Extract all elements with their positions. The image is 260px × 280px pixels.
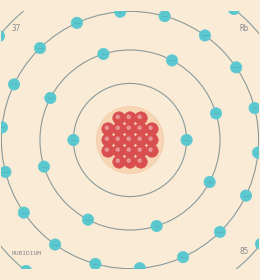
- Circle shape: [214, 226, 226, 238]
- Circle shape: [124, 155, 136, 168]
- Circle shape: [138, 126, 141, 129]
- Circle shape: [116, 115, 119, 118]
- Circle shape: [127, 126, 130, 129]
- Circle shape: [90, 258, 101, 270]
- Circle shape: [252, 147, 260, 158]
- Circle shape: [114, 6, 126, 17]
- Circle shape: [149, 126, 152, 129]
- Circle shape: [18, 207, 30, 218]
- Circle shape: [102, 134, 115, 146]
- Circle shape: [113, 134, 126, 146]
- Circle shape: [124, 112, 136, 125]
- Circle shape: [127, 115, 130, 118]
- Circle shape: [82, 214, 94, 225]
- Circle shape: [38, 161, 50, 172]
- Circle shape: [127, 137, 130, 140]
- Circle shape: [124, 144, 136, 157]
- Circle shape: [138, 148, 141, 151]
- Circle shape: [45, 92, 56, 104]
- Circle shape: [0, 166, 11, 178]
- Circle shape: [113, 123, 126, 136]
- Circle shape: [105, 148, 108, 151]
- Circle shape: [255, 238, 260, 249]
- Text: 37: 37: [12, 24, 21, 33]
- Circle shape: [134, 144, 147, 157]
- Circle shape: [49, 239, 61, 250]
- Circle shape: [0, 122, 8, 133]
- Circle shape: [116, 159, 119, 162]
- Circle shape: [116, 148, 119, 151]
- Circle shape: [204, 176, 215, 188]
- Circle shape: [199, 30, 211, 41]
- Circle shape: [113, 144, 126, 157]
- Circle shape: [145, 134, 158, 146]
- Circle shape: [149, 137, 152, 140]
- Circle shape: [228, 3, 239, 15]
- Text: 85: 85: [239, 247, 248, 256]
- Circle shape: [127, 159, 130, 162]
- Circle shape: [134, 134, 147, 146]
- Circle shape: [113, 155, 126, 168]
- Circle shape: [116, 126, 119, 129]
- Circle shape: [249, 102, 260, 114]
- Circle shape: [134, 155, 147, 168]
- Circle shape: [177, 251, 189, 263]
- Circle shape: [124, 134, 136, 146]
- Circle shape: [96, 107, 164, 173]
- Circle shape: [71, 17, 83, 29]
- Circle shape: [149, 148, 152, 151]
- Circle shape: [102, 123, 115, 136]
- Circle shape: [113, 112, 126, 125]
- Circle shape: [210, 108, 222, 119]
- Circle shape: [138, 115, 141, 118]
- Circle shape: [98, 48, 109, 60]
- Circle shape: [8, 79, 20, 90]
- Circle shape: [68, 134, 79, 146]
- Circle shape: [127, 148, 130, 151]
- Circle shape: [105, 126, 108, 129]
- Circle shape: [151, 220, 162, 232]
- Circle shape: [159, 10, 170, 22]
- Circle shape: [240, 190, 252, 201]
- Text: RUBIDIUM: RUBIDIUM: [12, 251, 42, 256]
- Circle shape: [124, 123, 136, 136]
- Circle shape: [116, 137, 119, 140]
- Text: Rb: Rb: [239, 24, 248, 33]
- Circle shape: [181, 134, 192, 146]
- Circle shape: [138, 137, 141, 140]
- Circle shape: [138, 159, 141, 162]
- Circle shape: [102, 144, 115, 157]
- Circle shape: [134, 123, 147, 136]
- Circle shape: [145, 144, 158, 157]
- Circle shape: [134, 263, 146, 274]
- Circle shape: [134, 112, 147, 125]
- Circle shape: [34, 42, 46, 54]
- Circle shape: [230, 62, 242, 73]
- Circle shape: [0, 31, 5, 42]
- Circle shape: [105, 137, 108, 140]
- Circle shape: [21, 265, 32, 277]
- Circle shape: [166, 55, 178, 66]
- Circle shape: [145, 123, 158, 136]
